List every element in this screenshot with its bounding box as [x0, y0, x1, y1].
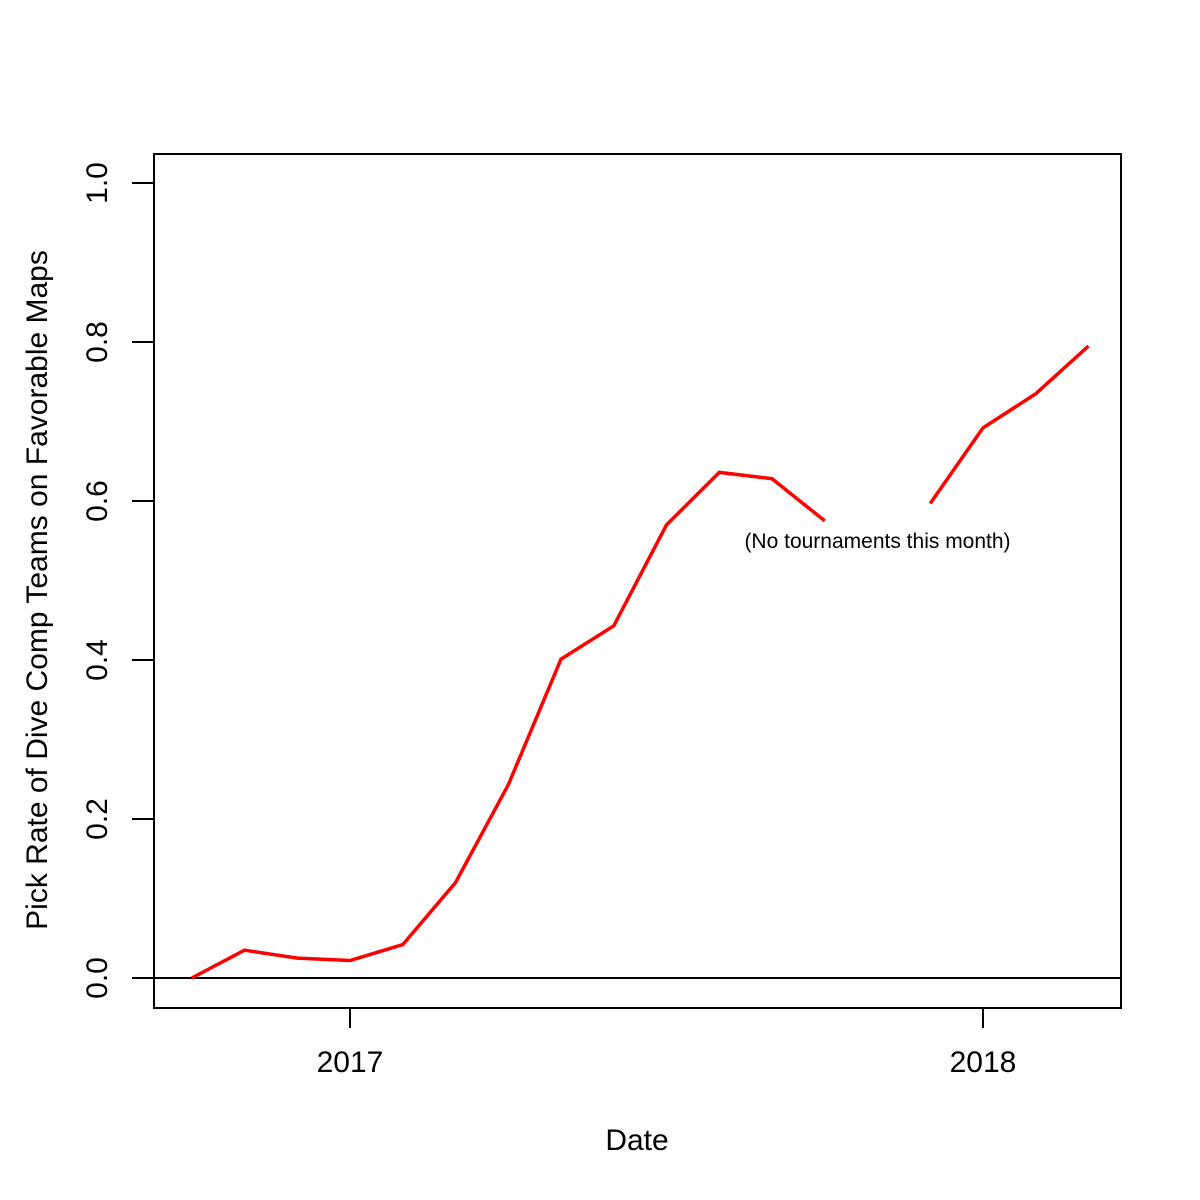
x-axis-ticks: 2017 2018	[317, 1008, 1017, 1079]
y-axis-title: Pick Rate of Dive Comp Teams on Favorabl…	[21, 250, 54, 930]
y-tick-label: 0.4	[81, 639, 114, 681]
y-axis-ticks: 0.0 0.2 0.4 0.6 0.8 1.0	[81, 162, 154, 999]
y-tick-label: 0.0	[81, 957, 114, 999]
plot-box	[153, 153, 1122, 1009]
y-tick-label: 1.0	[81, 162, 114, 204]
y-tick-label: 0.8	[81, 321, 114, 363]
pick-rate-line	[190, 344, 1090, 980]
y-tick-label: 0.2	[81, 798, 114, 840]
annotation-no-tournaments: (No tournaments this month)	[744, 530, 1010, 553]
x-tick-label: 2018	[950, 1046, 1017, 1079]
x-tick-label: 2017	[317, 1046, 384, 1079]
y-tick-label: 0.6	[81, 480, 114, 522]
x-axis-title: Date	[605, 1124, 668, 1157]
